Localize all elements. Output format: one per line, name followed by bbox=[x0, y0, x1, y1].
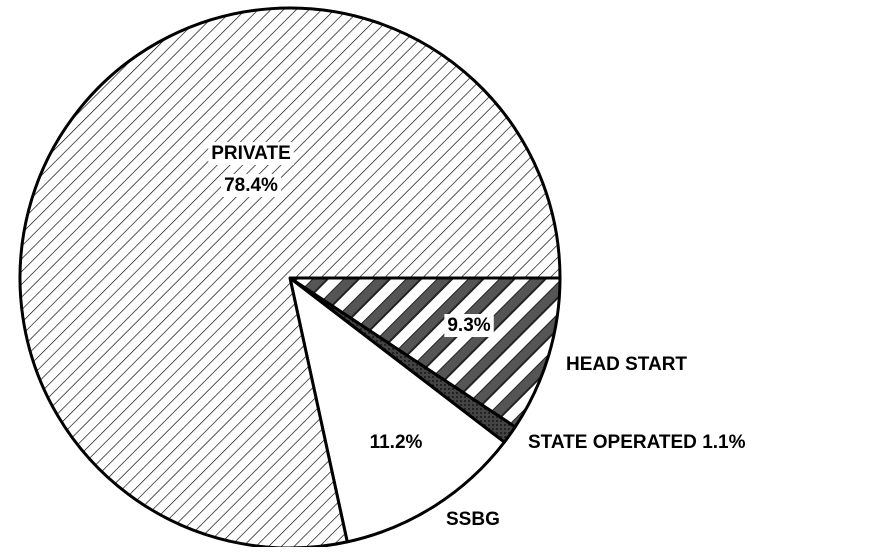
value-label: 78.4% bbox=[224, 175, 278, 196]
value-label: 9.3% bbox=[447, 315, 490, 336]
category-label: PRIVATE bbox=[211, 143, 291, 164]
label-background bbox=[208, 142, 294, 166]
category-label: HEAD START bbox=[566, 354, 687, 375]
category-label: SSBG bbox=[446, 509, 500, 530]
category-label: STATE OPERATED 1.1% bbox=[528, 432, 746, 453]
pie bbox=[18, 6, 562, 550]
label-background bbox=[221, 174, 282, 198]
value-label: 1.1% bbox=[702, 432, 745, 453]
value-label: 11.2% bbox=[370, 432, 423, 453]
labels: 9.3% HEAD START STATE OPERATED 1.1% 11.2% SS… bbox=[208, 142, 746, 530]
label-background bbox=[444, 314, 494, 338]
pie-slice bbox=[288, 276, 506, 544]
pie-slice bbox=[18, 6, 562, 550]
category-name: STATE OPERATED bbox=[528, 432, 697, 453]
